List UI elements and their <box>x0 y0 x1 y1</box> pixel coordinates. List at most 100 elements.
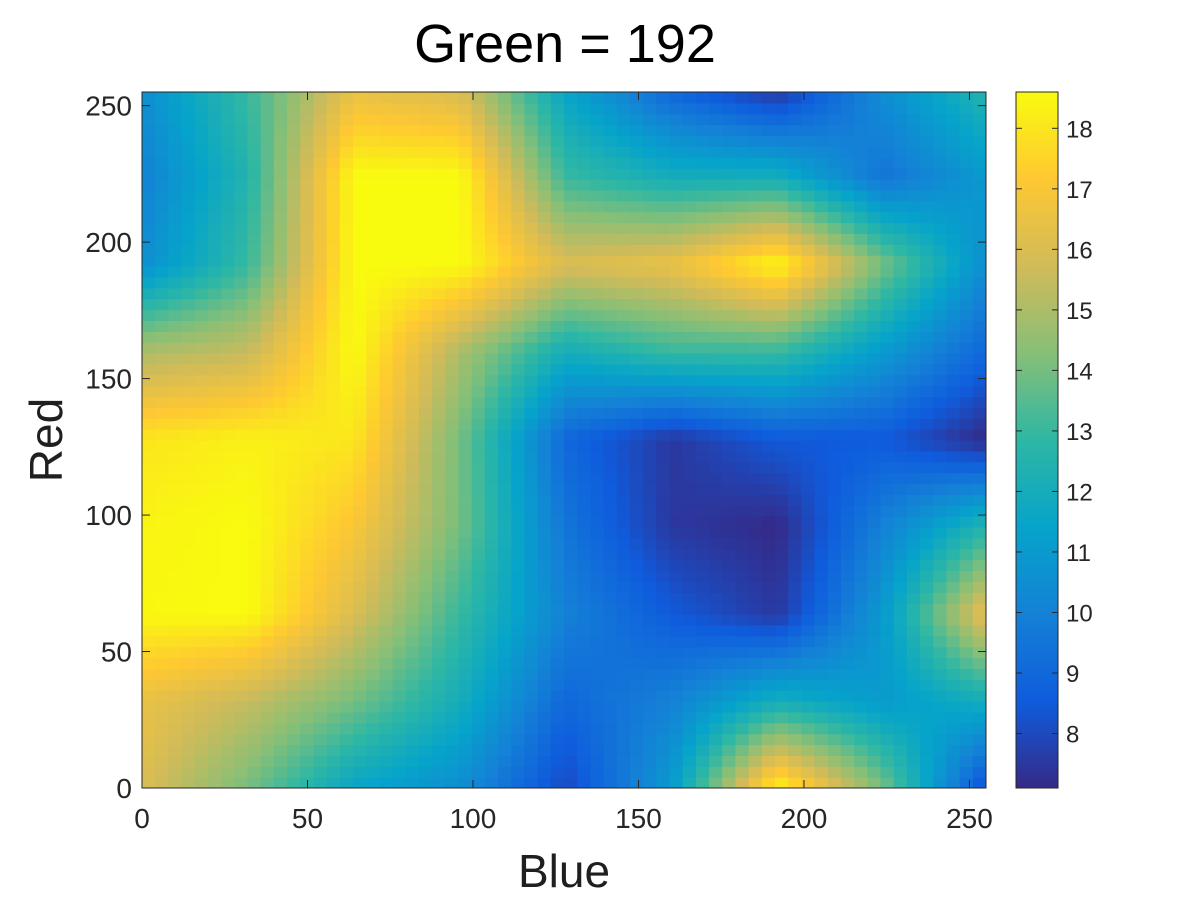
heatmap-cell <box>234 418 249 430</box>
heatmap-cell <box>471 244 486 256</box>
heatmap-cell <box>339 711 354 724</box>
heatmap-cell <box>550 233 565 245</box>
heatmap-cell <box>260 440 275 452</box>
heatmap-cell <box>353 309 367 321</box>
heatmap-cell <box>260 603 275 615</box>
heatmap-cell <box>260 472 275 485</box>
heatmap-cell <box>775 472 789 485</box>
heatmap-cell <box>366 320 380 332</box>
heatmap-cell <box>880 494 895 506</box>
heatmap-cell <box>775 624 789 637</box>
heatmap-cell <box>287 168 301 180</box>
heatmap-cell <box>247 287 262 300</box>
heatmap-cell <box>247 266 262 278</box>
heatmap-cell <box>207 516 222 528</box>
heatmap-cell <box>590 461 605 474</box>
heatmap-cell <box>313 440 328 452</box>
heatmap-cell <box>155 614 169 626</box>
heatmap-cell <box>168 255 183 267</box>
heatmap-cell <box>353 255 367 267</box>
heatmap-cell <box>142 189 156 202</box>
heatmap-cell <box>722 418 737 430</box>
heatmap-cell <box>418 527 433 539</box>
heatmap-cell <box>761 255 776 267</box>
heatmap-cell <box>273 483 288 495</box>
heatmap-cell <box>748 385 763 398</box>
heatmap-cell <box>801 157 816 169</box>
heatmap-cell <box>194 624 209 637</box>
heatmap-cell <box>761 559 776 572</box>
heatmap-cell <box>379 592 394 604</box>
heatmap-cell <box>867 179 882 191</box>
heatmap-cell <box>366 570 380 582</box>
heatmap-cell <box>933 179 948 191</box>
heatmap-cell <box>445 342 460 354</box>
heatmap-cell <box>181 407 196 419</box>
heatmap-cell <box>313 679 328 691</box>
heatmap-cell <box>709 407 723 419</box>
heatmap-cell <box>735 298 750 311</box>
heatmap-cell <box>511 722 526 735</box>
heatmap-cell <box>695 483 710 495</box>
heatmap-cell <box>247 396 262 408</box>
heatmap-cell <box>445 592 460 604</box>
heatmap-cell <box>511 701 526 713</box>
heatmap-cell <box>221 353 235 365</box>
heatmap-cell <box>656 385 671 398</box>
heatmap-cell <box>840 527 855 539</box>
heatmap-cell <box>326 755 341 767</box>
heatmap-cell <box>339 635 354 648</box>
heatmap-cell <box>405 211 420 224</box>
heatmap-cell <box>432 135 446 147</box>
heatmap-cell <box>933 505 948 517</box>
heatmap-cell <box>234 244 249 256</box>
heatmap-cell <box>840 483 855 495</box>
heatmap-cell <box>458 472 473 485</box>
heatmap-cell <box>181 494 196 506</box>
heatmap-cell <box>893 363 908 376</box>
heatmap-cell <box>893 396 908 408</box>
heatmap-cell <box>629 255 644 267</box>
heatmap-cell <box>392 331 407 343</box>
heatmap-cell <box>498 200 512 213</box>
heatmap-cell <box>893 592 908 604</box>
heatmap-cell <box>656 635 671 648</box>
heatmap-cell <box>247 342 262 354</box>
heatmap-cell <box>392 266 407 278</box>
heatmap-cell <box>155 179 169 191</box>
heatmap-cell <box>867 548 882 561</box>
heatmap-cell <box>854 472 868 485</box>
heatmap-cell <box>247 189 262 202</box>
heatmap-cell <box>339 385 354 398</box>
heatmap-cell <box>379 635 394 648</box>
heatmap-cell <box>194 211 209 224</box>
heatmap-cell <box>405 777 420 788</box>
heatmap-cell <box>761 407 776 419</box>
heatmap-cell <box>682 646 697 659</box>
heatmap-cell <box>339 374 354 387</box>
heatmap-cell <box>300 233 315 245</box>
heatmap-cell <box>313 559 328 572</box>
heatmap-cell <box>353 146 367 158</box>
heatmap-cell <box>339 298 354 311</box>
heatmap-cell <box>959 581 974 593</box>
heatmap-cell <box>537 711 552 724</box>
heatmap-cell <box>458 168 473 180</box>
heatmap-cell <box>484 657 499 669</box>
heatmap-cell <box>313 146 328 158</box>
heatmap-cell <box>379 668 394 680</box>
heatmap-cell <box>379 168 394 180</box>
heatmap-cell <box>484 179 499 191</box>
heatmap-cell <box>972 668 986 680</box>
heatmap-cell <box>300 657 315 669</box>
heatmap-cell <box>445 135 460 147</box>
heatmap-cell <box>682 635 697 648</box>
heatmap-cell <box>959 559 974 572</box>
heatmap-cell <box>155 211 169 224</box>
heatmap-cell <box>788 374 802 387</box>
heatmap-cell <box>458 733 473 746</box>
heatmap-cell <box>775 701 789 713</box>
heatmap-cell <box>854 168 868 180</box>
heatmap-cell <box>181 92 196 104</box>
heatmap-cell <box>972 581 986 593</box>
